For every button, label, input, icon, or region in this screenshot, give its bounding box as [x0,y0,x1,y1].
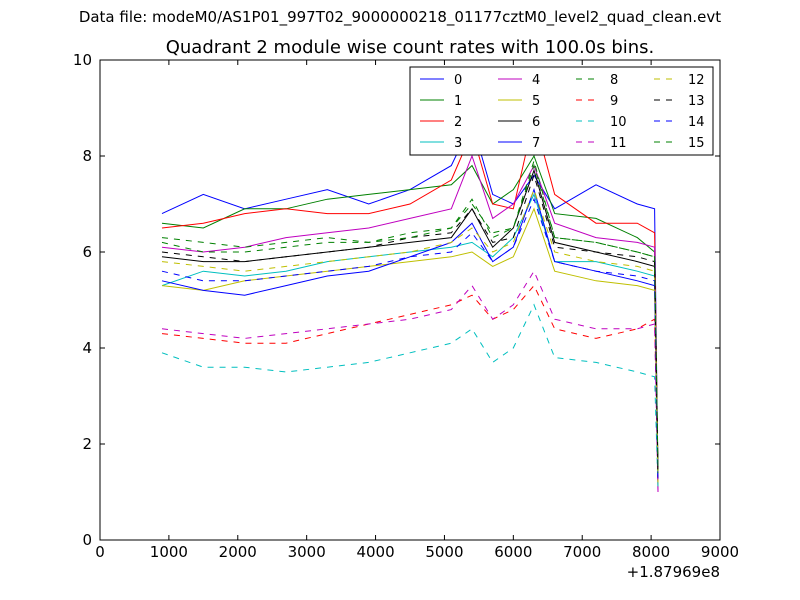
legend-label-13: 13 [688,94,705,109]
series-line-11 [161,270,659,493]
file-title: Data file: modeM0/AS1P01_997T02_90000002… [78,8,722,26]
x-offset-label: +1.87969e8 [627,563,720,581]
legend-label-12: 12 [688,73,705,88]
legend-label-8: 8 [610,73,618,88]
series-line-3 [161,193,659,483]
y-tick-label: 10 [73,51,92,69]
plot-frame [99,59,721,541]
series-line-13 [161,173,659,478]
series-line-12 [161,188,659,483]
x-tick-label: 3000 [288,543,326,561]
y-tick-label: 4 [82,339,92,357]
x-tick-label: 0 [95,543,105,561]
x-tick-label: 9000 [701,543,739,561]
legend-label-7: 7 [532,136,540,151]
legend-label-2: 2 [454,115,462,130]
x-tick-label: 7000 [563,543,601,561]
y-tick-label: 0 [82,531,92,549]
series-line-2 [161,117,659,478]
legend-label-0: 0 [454,73,462,88]
series-line-0 [161,120,659,483]
y-tick-label: 8 [82,147,92,165]
chart-title: Quadrant 2 module wise count rates with … [166,37,655,58]
series-line-8 [161,158,659,473]
legend-label-4: 4 [532,73,540,88]
y-tick-label: 2 [82,435,92,453]
x-tick-label: 8000 [632,543,670,561]
x-tick-label: 2000 [219,543,257,561]
legend-label-5: 5 [532,94,540,109]
x-tick-label: 1000 [150,543,188,561]
x-tick-label: 6000 [494,543,532,561]
legend-label-6: 6 [532,115,540,130]
series-line-15 [161,163,659,473]
x-tick-label: 4000 [356,543,394,561]
series-line-1 [161,154,659,469]
x-tick-label: 5000 [425,543,463,561]
legend-label-15: 15 [688,136,705,151]
legend-label-3: 3 [454,136,462,151]
legend-label-9: 9 [610,94,618,109]
series-line-7 [161,187,659,483]
legend-box [409,66,714,156]
series-line-9 [161,284,659,478]
legend-label-10: 10 [610,115,627,130]
legend-label-14: 14 [688,115,705,130]
series-line-10 [161,303,659,488]
y-tick-label: 6 [82,243,92,261]
series-line-4 [161,154,659,493]
legend-label-11: 11 [610,136,627,151]
legend-label-1: 1 [454,94,462,109]
series-line-14 [161,197,659,483]
